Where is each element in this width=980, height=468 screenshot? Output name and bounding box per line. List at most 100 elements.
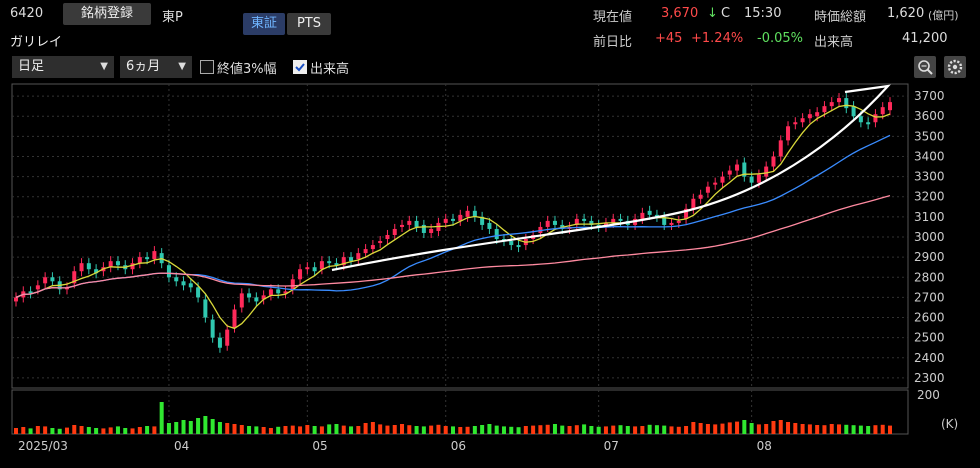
volume-bar: [866, 426, 871, 434]
volume-bar: [669, 426, 674, 434]
candle-body: [363, 249, 368, 254]
volume-bar: [611, 425, 616, 434]
volume-bar: [523, 426, 528, 434]
volume-bar: [516, 427, 521, 434]
candle-body: [312, 267, 317, 272]
candle-body: [487, 222, 492, 229]
candle-body: [611, 218, 616, 223]
candle-body: [662, 216, 667, 225]
candle-body: [705, 186, 710, 193]
market-label: 東P: [162, 10, 183, 25]
ma-short-line: [15, 104, 891, 330]
period-select[interactable]: 日足 ▼: [12, 56, 114, 78]
candle-body: [72, 271, 77, 284]
volume-bar: [800, 424, 805, 434]
candle-body: [465, 210, 470, 217]
volume-bar: [603, 426, 608, 434]
candle-body: [94, 269, 99, 274]
candle-body: [640, 212, 645, 219]
candle-body: [786, 126, 791, 141]
volume-bar: [720, 423, 725, 434]
volume-bar: [188, 421, 193, 434]
volume-bar: [443, 426, 448, 434]
y-tick-label: 3400: [914, 149, 945, 163]
candle-body: [764, 166, 769, 177]
volume-bar: [545, 424, 550, 434]
close-3pct-checkbox[interactable]: [200, 60, 214, 74]
candle-body: [378, 241, 383, 244]
volume-bar: [625, 426, 630, 434]
candle-body: [188, 283, 193, 288]
volume-bar: [35, 426, 40, 434]
candle-body: [516, 245, 521, 248]
candle-body: [793, 122, 798, 125]
candle-body: [807, 114, 812, 119]
register-button[interactable]: 銘柄登録: [63, 3, 151, 25]
y-tick-label: 2400: [914, 351, 945, 365]
y-tick-label: 3000: [914, 230, 945, 244]
candle-body: [574, 218, 579, 225]
price-flag: C: [721, 6, 731, 21]
tab-tse[interactable]: 東証: [243, 13, 285, 35]
candle-body: [247, 293, 252, 298]
y-tick-label: 3600: [914, 109, 945, 123]
range-select[interactable]: 6ヵ月 ▼: [120, 56, 192, 78]
volume-bar: [640, 426, 645, 434]
volume-bar: [210, 419, 215, 434]
candle-body: [480, 216, 485, 225]
ma-long-line: [15, 194, 891, 299]
candle-body: [582, 218, 587, 221]
candle-body: [298, 269, 303, 280]
volume-bar: [807, 424, 812, 434]
volume-bar: [552, 424, 557, 434]
candle-body: [837, 98, 842, 103]
volume-bar: [166, 423, 171, 434]
check-icon: [295, 63, 305, 72]
candle-body: [858, 116, 863, 123]
candle-body: [450, 218, 456, 221]
volume-bar: [887, 425, 893, 434]
volume-bar: [385, 425, 390, 434]
close-3pct-label: 終値3%幅: [217, 62, 277, 77]
zoom-button[interactable]: [914, 56, 936, 78]
volume-bar: [341, 425, 346, 434]
candle-body: [217, 337, 222, 348]
volume-bar: [429, 425, 434, 434]
candle-body: [181, 281, 186, 286]
volume-bar: [232, 424, 237, 434]
current-price-label: 現在値: [593, 10, 633, 25]
settings-button[interactable]: [944, 56, 966, 78]
chevron-down-icon: ▼: [178, 61, 186, 72]
candle-body: [443, 218, 448, 223]
zoom-icon: [918, 60, 933, 75]
candle-body: [684, 208, 689, 219]
candle-body: [654, 214, 659, 217]
candle-body: [130, 263, 135, 270]
volume-checkbox[interactable]: [293, 60, 307, 74]
volume-value: 41,200: [902, 31, 948, 46]
volume-bar: [771, 421, 776, 434]
volume-bar: [174, 422, 179, 434]
candle-body: [647, 210, 652, 215]
candle-body: [735, 164, 740, 171]
tab-pts[interactable]: PTS: [287, 13, 331, 35]
volume-bar: [873, 425, 878, 434]
candle-body: [866, 122, 871, 125]
volume-bar: [509, 426, 514, 434]
volume-bar: [283, 426, 288, 434]
change-percent: +1.24%: [691, 31, 744, 46]
candle-body: [210, 319, 215, 338]
volume-bar: [589, 426, 594, 434]
volume-bar: [225, 423, 230, 434]
volume-bar: [130, 428, 135, 434]
change-value: +45: [655, 31, 683, 46]
volume-bar: [247, 426, 252, 434]
x-tick-label: 07: [604, 439, 619, 453]
prev-day-label: 前日比: [593, 35, 633, 50]
x-tick-label: 2025/03: [18, 439, 68, 453]
volume-bar: [239, 425, 244, 434]
y-tick-label: 2700: [914, 290, 945, 304]
volume-bar: [72, 425, 77, 434]
volume-bar: [50, 428, 55, 434]
candle-body: [742, 162, 747, 177]
